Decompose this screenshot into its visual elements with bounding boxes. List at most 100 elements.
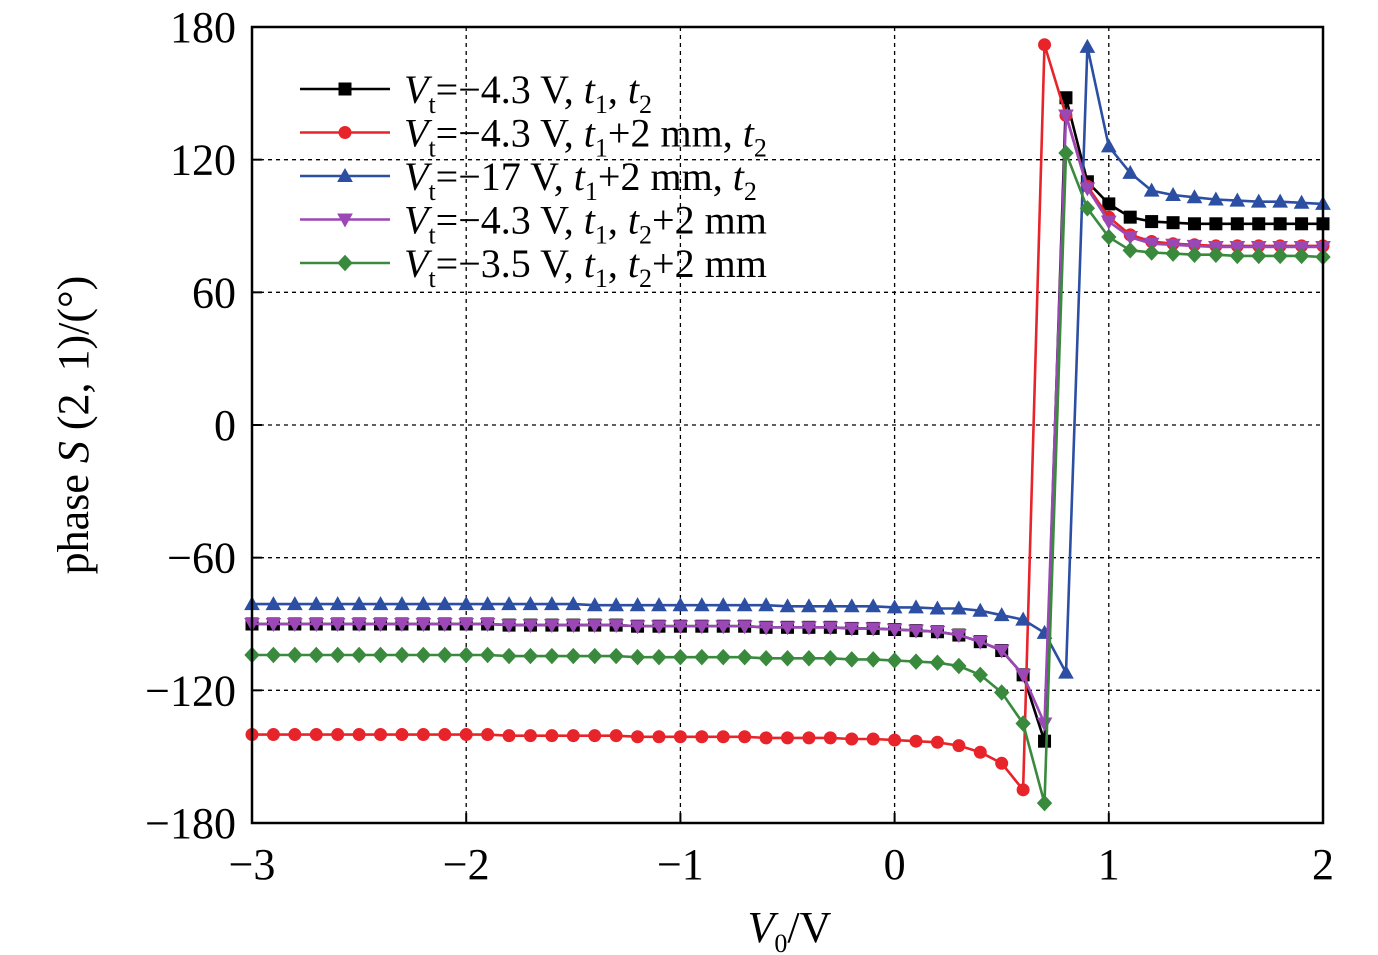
data-point — [458, 596, 475, 611]
data-point — [437, 646, 453, 664]
data-point — [993, 644, 1010, 659]
data-point — [329, 596, 346, 611]
data-point — [286, 618, 303, 633]
data-point — [1252, 217, 1266, 231]
data-point — [629, 620, 646, 635]
data-point — [265, 618, 282, 633]
data-point — [781, 731, 794, 745]
data-point — [351, 596, 367, 611]
data-point — [1143, 182, 1160, 197]
x-axis-label: V0/V — [748, 903, 832, 955]
data-point — [1166, 216, 1180, 230]
data-point — [994, 684, 1010, 701]
data-point — [865, 622, 882, 637]
data-point — [652, 730, 666, 744]
data-point — [736, 597, 753, 612]
data-point — [1229, 192, 1246, 207]
data-point — [309, 728, 323, 742]
data-point — [930, 735, 944, 749]
data-point — [865, 651, 881, 668]
data-point — [265, 646, 282, 664]
data-point — [565, 647, 581, 665]
data-point — [544, 647, 560, 665]
data-point — [908, 653, 924, 670]
data-point — [1186, 246, 1203, 263]
data-point — [929, 600, 946, 615]
data-point — [1015, 611, 1031, 626]
data-point — [758, 597, 774, 612]
data-point — [865, 598, 882, 613]
legend-entry: Vt=−17 V, t1+2 mm, t2 — [300, 154, 757, 206]
data-point — [779, 621, 796, 636]
data-point — [1122, 231, 1139, 246]
data-point — [673, 730, 687, 744]
data-point — [1293, 247, 1310, 265]
data-point — [372, 618, 389, 633]
series-5 — [244, 144, 1331, 812]
data-point — [672, 620, 689, 635]
data-point — [394, 646, 410, 664]
data-point — [308, 596, 325, 611]
data-point — [693, 620, 710, 635]
data-point — [973, 745, 987, 759]
data-point — [866, 732, 880, 746]
data-point — [801, 598, 817, 613]
data-point — [845, 732, 859, 746]
data-point — [951, 657, 967, 675]
x-tick-label: 0 — [884, 840, 906, 889]
data-point — [972, 602, 989, 617]
data-point — [888, 733, 902, 747]
data-point — [951, 629, 967, 644]
x-tick-label: −2 — [443, 840, 490, 889]
data-point — [458, 646, 474, 664]
data-point — [438, 728, 452, 742]
data-point — [1209, 217, 1223, 231]
data-point — [843, 622, 860, 637]
data-point — [629, 648, 646, 666]
series-3 — [244, 38, 1331, 679]
data-point — [1079, 200, 1096, 217]
data-point — [523, 729, 537, 743]
data-point — [1100, 138, 1117, 153]
data-point — [481, 728, 495, 742]
legend-label: Vt=−4.3 V, t1+2 mm, t2 — [404, 111, 767, 163]
legend-entry: Vt=−4.3 V, t1, t2 — [300, 67, 652, 119]
data-point — [715, 648, 731, 666]
data-point — [1295, 217, 1309, 231]
data-point — [337, 254, 353, 272]
data-point — [1208, 246, 1224, 263]
data-point — [1038, 734, 1052, 748]
data-point — [651, 648, 667, 666]
data-point — [338, 82, 352, 96]
data-point — [608, 647, 624, 665]
data-point — [395, 728, 409, 742]
data-point — [1165, 245, 1181, 262]
data-point — [1038, 38, 1052, 52]
data-point — [929, 625, 946, 640]
data-point — [886, 652, 903, 669]
data-point — [1251, 247, 1267, 265]
data-point — [545, 729, 559, 743]
data-point — [479, 618, 496, 633]
data-point — [822, 621, 839, 636]
data-point — [308, 618, 325, 633]
data-point — [337, 167, 353, 182]
data-point — [651, 597, 667, 612]
y-tick-label: 60 — [192, 268, 236, 317]
data-point — [1123, 210, 1137, 224]
data-point — [822, 650, 839, 667]
data-point — [586, 597, 603, 612]
data-point — [909, 734, 923, 748]
data-point — [394, 618, 410, 633]
data-point — [972, 635, 989, 650]
data-point — [1272, 247, 1288, 265]
data-point — [736, 620, 753, 635]
data-point — [479, 596, 496, 611]
data-point — [1145, 215, 1159, 229]
data-point — [995, 756, 1009, 770]
data-point — [822, 598, 839, 613]
data-point — [759, 731, 773, 745]
data-point — [374, 728, 388, 742]
data-point — [1186, 189, 1203, 204]
